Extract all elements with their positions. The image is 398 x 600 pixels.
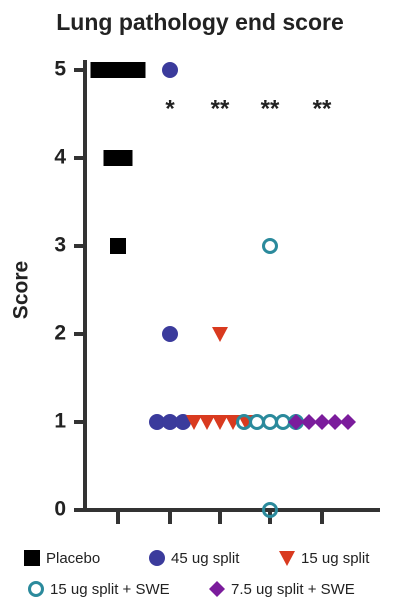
point xyxy=(116,150,133,166)
point xyxy=(103,150,120,166)
significance: ** xyxy=(211,95,230,122)
legend-marker xyxy=(24,550,40,566)
y-tick-label: 2 xyxy=(54,322,66,345)
significance: * xyxy=(165,95,175,122)
point xyxy=(327,414,343,430)
legend-marker xyxy=(209,581,225,597)
point xyxy=(175,414,191,430)
point xyxy=(212,415,228,430)
point xyxy=(301,414,317,430)
legend-label: 7.5 ug split + SWE xyxy=(231,581,355,598)
legend-marker xyxy=(28,581,44,597)
significance: ** xyxy=(313,95,332,122)
chart-title: Lung pathology end score xyxy=(56,9,344,35)
legend-label: 15 ug split + SWE xyxy=(50,581,170,598)
point xyxy=(103,62,120,78)
y-tick-label: 5 xyxy=(54,58,66,81)
point xyxy=(288,414,304,430)
point xyxy=(186,415,202,430)
legend-label: Placebo xyxy=(46,550,100,567)
point xyxy=(162,326,178,342)
significance: ** xyxy=(261,95,280,122)
point xyxy=(314,414,330,430)
y-tick-label: 1 xyxy=(54,410,66,433)
point xyxy=(262,414,278,430)
y-tick-label: 0 xyxy=(54,498,66,521)
point xyxy=(199,415,215,430)
point xyxy=(110,238,126,254)
y-axis-label: Score xyxy=(10,261,33,319)
legend-marker xyxy=(279,551,295,566)
point xyxy=(262,238,278,254)
point xyxy=(212,327,228,342)
point xyxy=(116,62,133,78)
point xyxy=(162,62,178,78)
point xyxy=(249,414,265,430)
point xyxy=(340,414,356,430)
point xyxy=(262,502,278,518)
legend-label: 45 ug split xyxy=(171,550,240,567)
legend-label: 15 ug split xyxy=(301,550,370,567)
point xyxy=(162,414,178,430)
y-tick-label: 3 xyxy=(54,234,66,257)
point xyxy=(90,62,107,78)
y-tick-label: 4 xyxy=(54,146,66,169)
point xyxy=(129,62,146,78)
legend-marker xyxy=(149,550,165,566)
point xyxy=(149,414,165,430)
point xyxy=(275,414,291,430)
